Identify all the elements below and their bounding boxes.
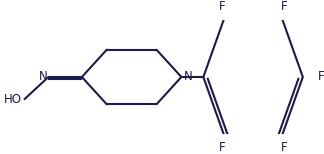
Text: F: F: [219, 141, 225, 154]
Text: N: N: [184, 71, 192, 83]
Text: F: F: [318, 71, 324, 83]
Text: HO: HO: [4, 93, 21, 106]
Text: F: F: [281, 141, 287, 154]
Text: N: N: [39, 70, 48, 83]
Text: F: F: [281, 0, 287, 13]
Text: F: F: [219, 0, 225, 13]
